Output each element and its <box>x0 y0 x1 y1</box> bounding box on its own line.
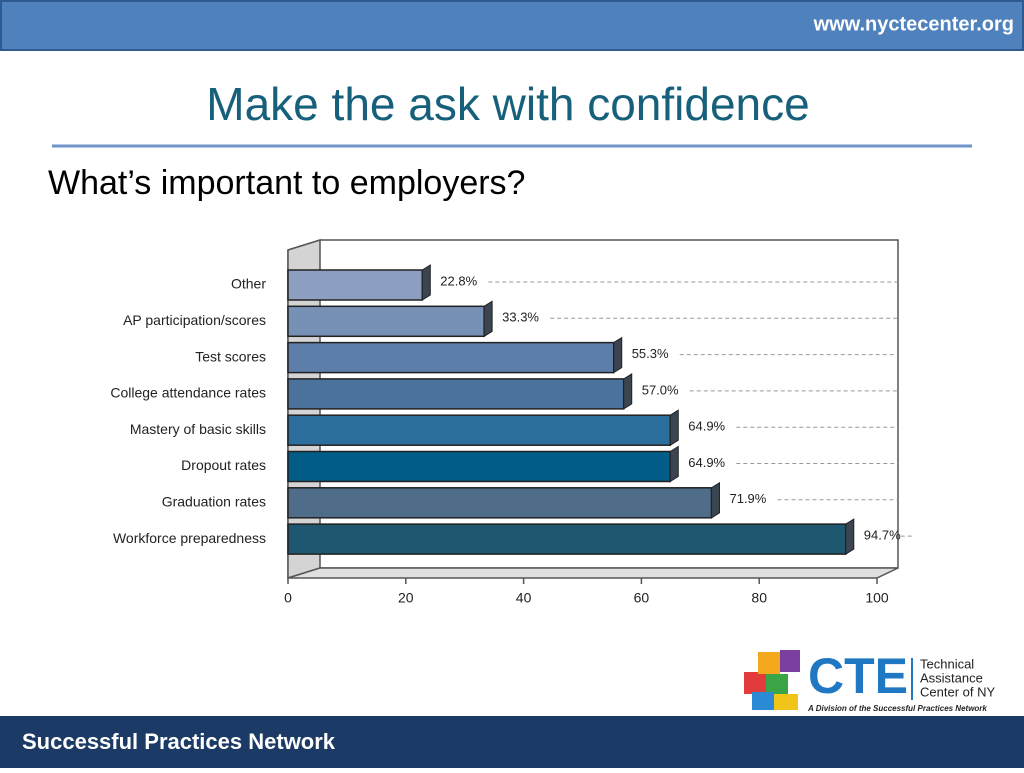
bar-side <box>483 300 493 338</box>
bar-side <box>669 409 679 447</box>
logo-cube <box>758 652 780 674</box>
logo-cube <box>780 650 800 672</box>
bar <box>287 414 672 446</box>
subtitle: What’s important to employers? <box>48 164 525 202</box>
logo: CTE Technical Assistance Center of NY A … <box>744 648 995 713</box>
value-label: 64.9% <box>688 455 725 470</box>
value-label: 33.3% <box>502 310 539 325</box>
value-label: 71.9% <box>729 491 766 506</box>
floor <box>287 567 899 579</box>
category-label: AP participation/scores <box>123 312 266 328</box>
bar-side <box>623 372 633 410</box>
logo-cube <box>774 694 798 710</box>
x-tick-label: 0 <box>284 590 292 606</box>
bar <box>287 450 672 483</box>
header-bar <box>0 0 1024 51</box>
x-tick-label: 60 <box>634 590 650 606</box>
x-tick-label: 80 <box>751 590 767 606</box>
header-url: www.nyctecenter.org <box>813 13 1014 35</box>
logo-line: Assistance <box>920 670 983 685</box>
category-label: Mastery of basic skills <box>130 421 266 437</box>
bar <box>287 523 847 555</box>
bar-side <box>613 336 623 374</box>
bar <box>287 378 625 410</box>
bar-side <box>421 264 431 301</box>
footer-text: Successful Practices Network <box>22 729 336 754</box>
title: Make the ask with confidence <box>206 78 809 130</box>
value-label: 94.7% <box>864 528 901 543</box>
logo-cube <box>752 692 774 710</box>
x-tick-label: 20 <box>398 590 414 606</box>
bar <box>287 341 615 374</box>
value-label: 57.0% <box>642 382 679 397</box>
logo-mark: CTE <box>808 648 908 704</box>
value-label: 22.8% <box>440 273 477 288</box>
logo-cube <box>744 672 766 694</box>
bar <box>287 487 713 519</box>
logo-line: Center of NY <box>920 684 995 699</box>
x-tick-label: 40 <box>516 590 532 606</box>
footer-bar <box>0 716 1024 768</box>
logo-line: Technical <box>920 656 974 671</box>
x-tick-label: 100 <box>865 590 889 606</box>
value-label: 64.9% <box>688 419 725 434</box>
category-label: Dropout rates <box>181 457 266 473</box>
category-label: College attendance rates <box>110 385 266 401</box>
bar-side <box>845 518 855 556</box>
bar <box>287 305 485 338</box>
bar-side <box>669 445 679 483</box>
value-label: 55.3% <box>632 346 669 361</box>
category-label: Graduation rates <box>162 494 266 510</box>
bar <box>287 269 424 301</box>
bar-side <box>710 481 720 519</box>
chart: 0 20 40 60 80 100 Other 22.8% AP participation/s… <box>110 238 912 606</box>
category-label: Workforce preparedness <box>113 530 266 546</box>
logo-tagline: A Division of the Successful Practices N… <box>807 704 987 713</box>
category-label: Test scores <box>195 348 266 364</box>
category-label: Other <box>231 276 266 292</box>
logo-cube <box>766 674 788 696</box>
